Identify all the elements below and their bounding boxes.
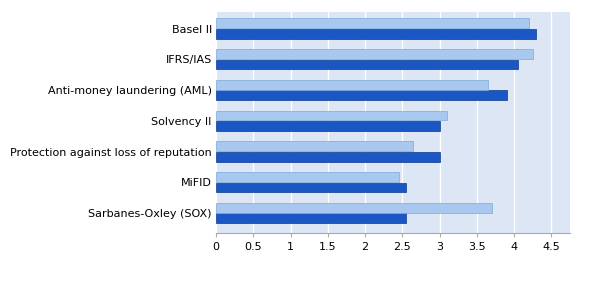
- Bar: [216, 172, 398, 182]
- Bar: [216, 19, 529, 28]
- Bar: [216, 111, 447, 120]
- Bar: [216, 141, 413, 151]
- Bar: [216, 203, 492, 213]
- Bar: [216, 49, 533, 59]
- Bar: [216, 90, 506, 100]
- Bar: [216, 60, 518, 69]
- Bar: [216, 121, 440, 131]
- Bar: [216, 213, 406, 223]
- Bar: [216, 29, 536, 39]
- Bar: [216, 152, 440, 162]
- Bar: [216, 80, 488, 90]
- Bar: [216, 182, 406, 192]
